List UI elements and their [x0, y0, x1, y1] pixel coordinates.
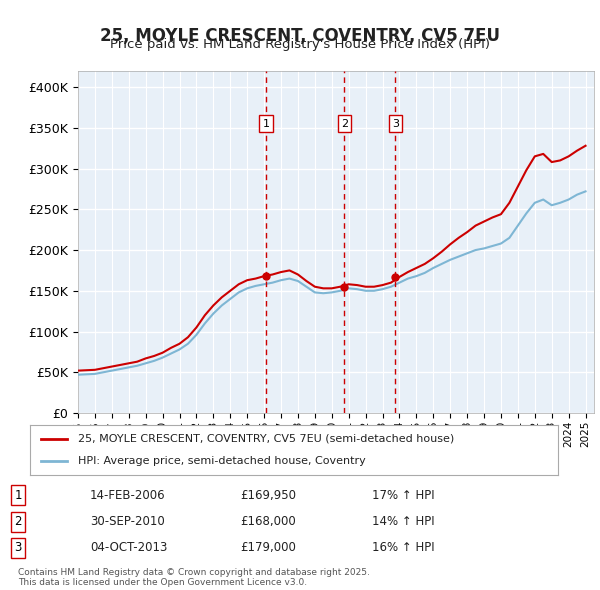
Text: 1: 1 — [263, 119, 269, 129]
Text: HPI: Average price, semi-detached house, Coventry: HPI: Average price, semi-detached house,… — [77, 456, 365, 466]
Text: £168,000: £168,000 — [240, 515, 296, 528]
Text: 2: 2 — [341, 119, 348, 129]
Text: 04-OCT-2013: 04-OCT-2013 — [90, 542, 167, 555]
Text: 30-SEP-2010: 30-SEP-2010 — [90, 515, 165, 528]
Text: 25, MOYLE CRESCENT, COVENTRY, CV5 7EU (semi-detached house): 25, MOYLE CRESCENT, COVENTRY, CV5 7EU (s… — [77, 434, 454, 444]
Text: 3: 3 — [14, 542, 22, 555]
Text: Price paid vs. HM Land Registry's House Price Index (HPI): Price paid vs. HM Land Registry's House … — [110, 38, 490, 51]
Text: 16% ↑ HPI: 16% ↑ HPI — [372, 542, 434, 555]
Text: 3: 3 — [392, 119, 399, 129]
Text: 14% ↑ HPI: 14% ↑ HPI — [372, 515, 434, 528]
Text: £169,950: £169,950 — [240, 489, 296, 502]
Text: 2: 2 — [14, 515, 22, 528]
Text: Contains HM Land Registry data © Crown copyright and database right 2025.
This d: Contains HM Land Registry data © Crown c… — [18, 568, 370, 587]
Text: 17% ↑ HPI: 17% ↑ HPI — [372, 489, 434, 502]
Text: 14-FEB-2006: 14-FEB-2006 — [90, 489, 166, 502]
Text: £179,000: £179,000 — [240, 542, 296, 555]
Text: 1: 1 — [14, 489, 22, 502]
Text: 25, MOYLE CRESCENT, COVENTRY, CV5 7EU: 25, MOYLE CRESCENT, COVENTRY, CV5 7EU — [100, 27, 500, 45]
